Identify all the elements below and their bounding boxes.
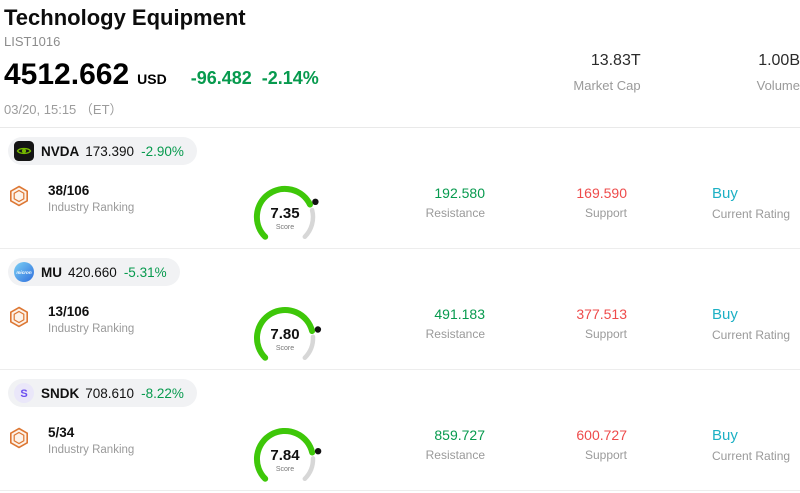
stock-pill-nvda[interactable]: NVDA 173.390 -2.90%	[8, 137, 197, 165]
rating-value: Buy	[712, 185, 738, 202]
stock-section-mu: micron MU 420.660 -5.31% 13/106 Industry…	[0, 249, 800, 370]
stock-change: -8.22%	[141, 385, 184, 401]
resistance-value: 491.183	[434, 306, 485, 322]
ranking-cell: 13/106 Industry Ranking	[8, 304, 243, 335]
volume-stat: 1.00B Volume	[757, 52, 800, 93]
stock-row: 13/106 Industry Ranking 7.80 Score 491.1…	[0, 304, 800, 372]
stock-pill-sndk[interactable]: S SNDK 708.610 -8.22%	[8, 379, 197, 407]
resistance-label: Resistance	[425, 448, 485, 462]
resistance-value: 192.580	[434, 185, 485, 201]
ranking-label: Industry Ranking	[48, 323, 135, 335]
support-value: 169.590	[576, 185, 627, 201]
rating-value: Buy	[712, 306, 738, 323]
support-label: Support	[584, 327, 627, 341]
stock-ticker: SNDK	[41, 385, 80, 401]
rating-cell: Buy Current Rating	[632, 306, 800, 342]
stock-change: -2.90%	[141, 143, 184, 159]
index-price: 4512.662	[4, 58, 130, 91]
price-change: -96.482	[190, 68, 252, 88]
price-change-percent: -2.14%	[261, 68, 319, 88]
stock-price: 420.660	[68, 264, 117, 280]
svg-text:micron: micron	[16, 270, 32, 275]
stock-row: 38/106 Industry Ranking 7.35 Score 192.5…	[0, 183, 800, 251]
resistance-value: 859.727	[434, 427, 485, 443]
svg-text:S: S	[20, 388, 27, 400]
quote-datetime: 03/20, 15:15 （ET）	[4, 102, 123, 117]
score-value: 7.84	[270, 447, 300, 464]
support-value: 377.513	[576, 306, 627, 322]
currency-label: USD	[137, 71, 167, 87]
page-title: Technology Equipment	[4, 5, 246, 30]
header-stats: 13.83T Market Cap 1.00B Volume	[573, 52, 800, 93]
support-label: Support	[584, 448, 627, 462]
volume-label: Volume	[756, 78, 800, 93]
stock-ticker: MU	[41, 264, 62, 280]
score-label: Score	[275, 224, 295, 231]
ranking-value: 5/34	[48, 425, 75, 440]
score-gauge: 7.84 Score	[243, 421, 331, 493]
rating-label: Current Rating	[712, 207, 791, 221]
stock-pill-mu[interactable]: micron MU 420.660 -5.31%	[8, 258, 180, 286]
stock-section-sndk: S SNDK 708.610 -8.22% 5/34 Industry Rank…	[0, 370, 800, 491]
support-value: 600.727	[576, 427, 627, 443]
stock-ticker: NVDA	[41, 143, 80, 159]
nvda-logo-icon	[14, 141, 34, 161]
list-id: LIST1016	[4, 34, 61, 49]
rating-cell: Buy Current Rating	[632, 427, 800, 463]
stock-change: -5.31%	[123, 264, 167, 280]
stock-price: 173.390	[85, 143, 135, 159]
resistance-label: Resistance	[425, 327, 485, 341]
score-label: Score	[275, 466, 295, 473]
score-value: 7.80	[270, 326, 300, 343]
ranking-value: 38/106	[48, 183, 90, 198]
market-cap-value: 13.83T	[590, 52, 641, 69]
resistance-label: Resistance	[425, 206, 485, 220]
stock-row: 5/34 Industry Ranking 7.84 Score 859.727…	[0, 425, 800, 493]
score-gauge: 7.80 Score	[243, 300, 331, 372]
ranking-label: Industry Ranking	[48, 444, 135, 456]
resistance-cell: 491.183 Resistance	[335, 306, 490, 341]
price-row: 4512.662 USD -96.482 -2.14%	[4, 58, 798, 92]
rating-value: Buy	[712, 427, 738, 444]
rating-label: Current Rating	[712, 449, 791, 463]
stock-price: 708.610	[85, 385, 135, 401]
stock-section-nvda: NVDA 173.390 -2.90% 38/106 Industry Rank…	[0, 128, 800, 249]
resistance-cell: 192.580 Resistance	[335, 185, 490, 220]
support-label: Support	[584, 206, 627, 220]
volume-value: 1.00B	[758, 52, 800, 69]
score-value: 7.35	[270, 205, 300, 222]
support-cell: 600.727 Support	[490, 427, 632, 462]
rating-label: Current Rating	[712, 328, 791, 342]
support-cell: 169.590 Support	[490, 185, 632, 220]
ranking-cell: 5/34 Industry Ranking	[8, 425, 243, 456]
rating-cell: Buy Current Rating	[632, 185, 800, 221]
industry-ranking-icon	[8, 185, 30, 207]
industry-ranking-icon	[8, 427, 30, 449]
score-gauge: 7.35 Score	[243, 179, 331, 251]
sandisk-logo-icon: S	[14, 383, 34, 403]
ranking-cell: 38/106 Industry Ranking	[8, 183, 243, 214]
market-cap-stat: 13.83T Market Cap	[573, 52, 640, 93]
header: Technology Equipment LIST1016 4512.662 U…	[0, 0, 800, 128]
score-label: Score	[275, 345, 295, 352]
support-cell: 377.513 Support	[490, 306, 632, 341]
resistance-cell: 859.727 Resistance	[335, 427, 490, 462]
industry-ranking-icon	[8, 306, 30, 328]
ranking-label: Industry Ranking	[48, 202, 135, 214]
micron-logo-icon: micron	[14, 262, 34, 282]
ranking-value: 13/106	[48, 304, 90, 319]
market-cap-label: Market Cap	[573, 78, 641, 93]
